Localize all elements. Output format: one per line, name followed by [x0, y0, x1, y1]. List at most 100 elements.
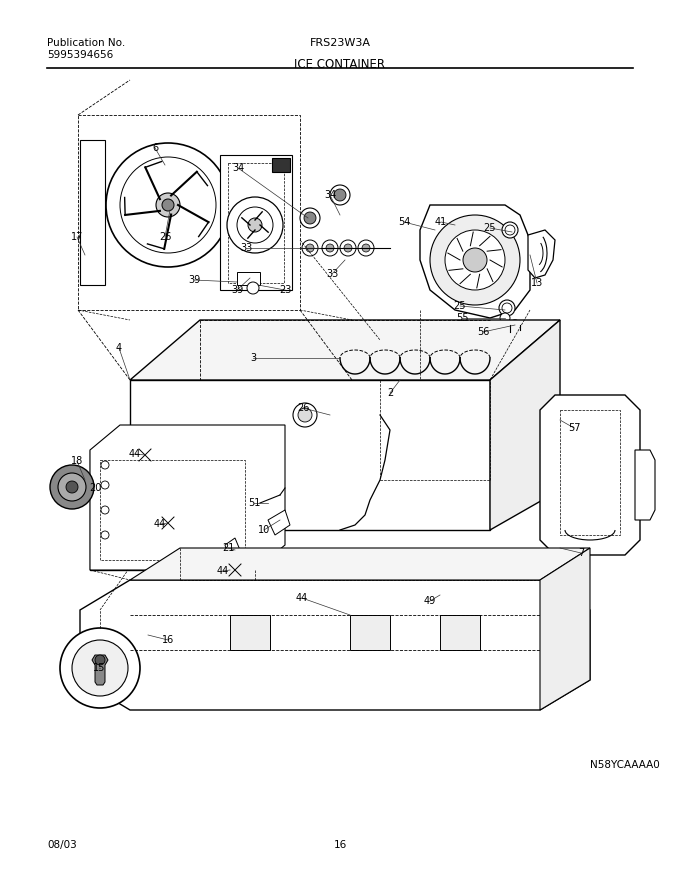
Circle shape	[334, 189, 346, 201]
Polygon shape	[100, 460, 245, 560]
Text: 7: 7	[578, 548, 584, 558]
Text: 18: 18	[71, 456, 83, 466]
Text: 44: 44	[217, 566, 229, 576]
Polygon shape	[225, 538, 250, 568]
Text: 34: 34	[232, 163, 244, 173]
Text: 16: 16	[162, 635, 174, 645]
Text: 44: 44	[154, 519, 166, 529]
Text: 54: 54	[398, 217, 410, 227]
Text: ICE CONTAINER: ICE CONTAINER	[294, 58, 386, 71]
Circle shape	[298, 408, 312, 422]
Text: 44: 44	[296, 593, 308, 603]
Circle shape	[162, 199, 174, 211]
Text: 5995394656: 5995394656	[47, 50, 114, 60]
Circle shape	[306, 244, 314, 252]
Text: 34: 34	[324, 190, 336, 200]
Circle shape	[101, 461, 109, 469]
Circle shape	[502, 222, 518, 238]
Circle shape	[302, 240, 318, 256]
Polygon shape	[90, 425, 285, 570]
Text: 33: 33	[326, 269, 338, 279]
Text: 10: 10	[258, 525, 270, 535]
Text: 33: 33	[240, 243, 252, 253]
Circle shape	[500, 313, 510, 323]
Circle shape	[101, 506, 109, 514]
Text: 6: 6	[152, 143, 158, 153]
Polygon shape	[528, 230, 555, 278]
Text: 57: 57	[568, 423, 580, 433]
Text: FRS23W3A: FRS23W3A	[309, 38, 371, 48]
Polygon shape	[130, 380, 490, 530]
Circle shape	[463, 248, 487, 272]
Polygon shape	[80, 580, 590, 710]
Circle shape	[340, 240, 356, 256]
Circle shape	[502, 303, 512, 313]
Circle shape	[101, 531, 109, 539]
Text: 2: 2	[387, 388, 393, 398]
Circle shape	[227, 197, 283, 253]
Polygon shape	[350, 615, 390, 650]
Polygon shape	[78, 115, 300, 310]
Circle shape	[304, 212, 316, 224]
Text: 39: 39	[231, 285, 243, 295]
Circle shape	[95, 655, 105, 665]
Text: 25: 25	[454, 301, 466, 311]
Polygon shape	[230, 615, 270, 650]
Text: 26: 26	[296, 403, 309, 413]
Polygon shape	[635, 450, 655, 520]
Polygon shape	[420, 205, 530, 318]
Text: 23: 23	[279, 285, 291, 295]
Text: 44: 44	[129, 449, 141, 459]
Text: 20: 20	[89, 483, 101, 493]
Circle shape	[106, 143, 230, 267]
Circle shape	[156, 193, 180, 217]
Text: 08/03: 08/03	[47, 840, 77, 850]
Circle shape	[50, 465, 94, 509]
Circle shape	[247, 282, 259, 294]
Polygon shape	[440, 615, 480, 650]
Circle shape	[293, 403, 317, 427]
Circle shape	[248, 218, 262, 232]
Text: 56: 56	[477, 327, 489, 337]
Polygon shape	[220, 155, 292, 290]
Circle shape	[499, 300, 515, 316]
Text: 13: 13	[531, 278, 543, 288]
Text: 39: 39	[188, 275, 200, 285]
Polygon shape	[80, 140, 105, 285]
Text: 3: 3	[250, 353, 256, 363]
Polygon shape	[540, 395, 640, 555]
Polygon shape	[90, 450, 255, 570]
Circle shape	[326, 244, 334, 252]
Polygon shape	[130, 548, 590, 580]
Circle shape	[60, 628, 140, 708]
Text: 15: 15	[92, 663, 105, 673]
Circle shape	[322, 240, 338, 256]
Circle shape	[72, 640, 128, 696]
Circle shape	[344, 244, 352, 252]
Circle shape	[237, 207, 273, 243]
Text: 21: 21	[222, 543, 234, 553]
Polygon shape	[130, 320, 560, 380]
Text: 16: 16	[333, 840, 347, 850]
Text: 4: 4	[116, 343, 122, 353]
Text: 41: 41	[435, 217, 447, 227]
Text: 26: 26	[159, 232, 171, 242]
Polygon shape	[237, 272, 260, 285]
Polygon shape	[268, 510, 290, 535]
Text: 17: 17	[71, 232, 83, 242]
Text: 55: 55	[456, 313, 469, 323]
Circle shape	[101, 481, 109, 489]
Text: 51: 51	[248, 498, 260, 508]
Polygon shape	[272, 158, 290, 172]
Circle shape	[66, 481, 78, 493]
Text: N58YCAAAA0: N58YCAAAA0	[590, 760, 660, 770]
Polygon shape	[490, 320, 560, 530]
Circle shape	[58, 473, 86, 501]
Text: 25: 25	[483, 223, 496, 233]
Polygon shape	[92, 655, 108, 685]
Polygon shape	[540, 548, 590, 710]
Circle shape	[358, 240, 374, 256]
Circle shape	[300, 208, 320, 228]
Text: Publication No.: Publication No.	[47, 38, 125, 48]
Polygon shape	[560, 410, 620, 535]
